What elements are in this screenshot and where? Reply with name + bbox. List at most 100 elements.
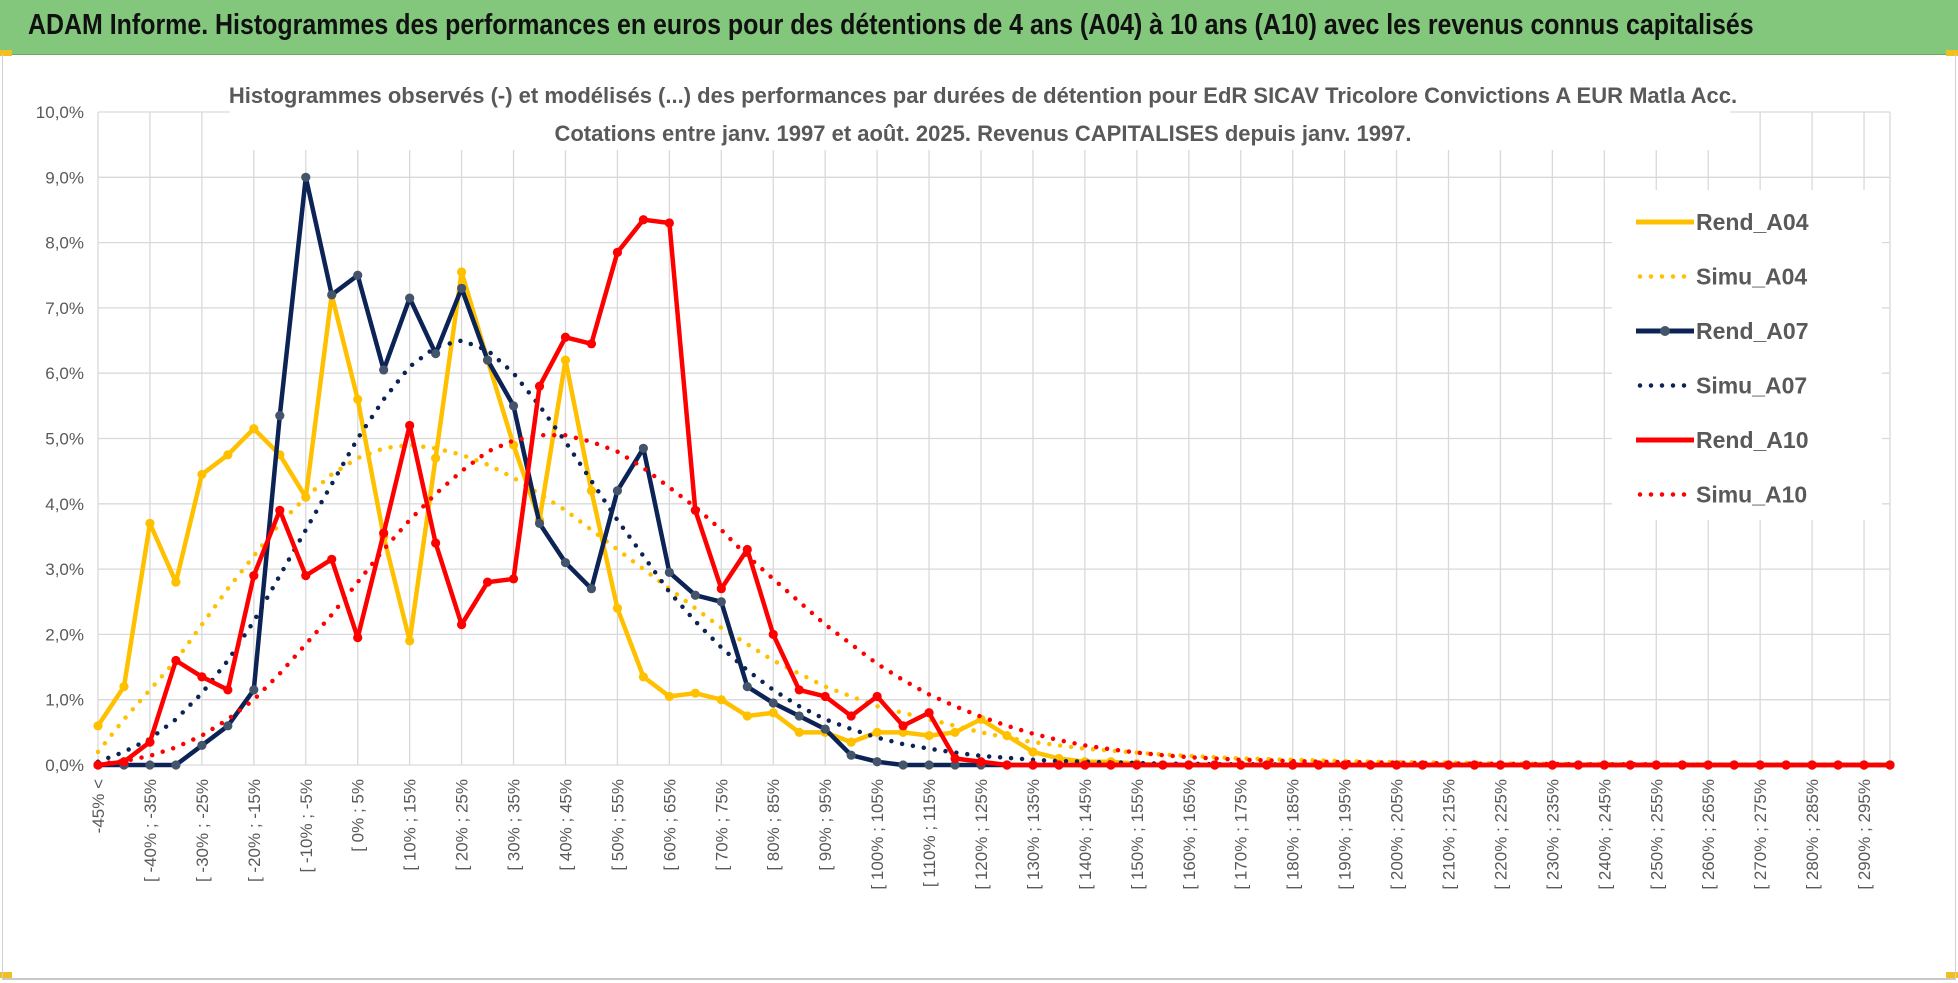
y-tick-label: 8,0%	[45, 234, 84, 253]
data-point	[119, 757, 129, 767]
x-tick-label: [ 130% ; 135%	[1024, 779, 1043, 890]
data-point	[950, 753, 960, 764]
data-point	[145, 518, 155, 528]
data-point	[353, 270, 363, 280]
legend-label-simu-a10: Simu_A10	[1696, 482, 1807, 508]
data-point	[924, 731, 934, 741]
legend-label-rend-a04: Rend_A04	[1696, 209, 1809, 235]
x-tick-label: [ 10% ; 15%	[401, 779, 420, 871]
data-point	[898, 727, 908, 737]
data-point	[508, 574, 519, 584]
data-point	[846, 711, 856, 721]
data-point	[638, 443, 648, 453]
y-tick-label: 5,0%	[45, 430, 84, 449]
data-point	[145, 760, 155, 770]
data-point	[768, 629, 778, 640]
data-point	[716, 695, 726, 705]
grid	[97, 111, 1891, 766]
data-point	[690, 590, 700, 600]
data-point	[534, 381, 545, 391]
data-point	[1158, 760, 1168, 770]
x-tick-label: [ -10% ; -5%	[297, 779, 316, 873]
x-tick-label: [ 270% ; 275%	[1751, 779, 1770, 890]
chart-subtitle: Cotations entre janv. 1997 et août. 2025…	[554, 121, 1411, 146]
x-tick-label: [ 260% ; 265%	[1699, 779, 1718, 890]
data-point	[586, 584, 597, 594]
x-tick-label: [ 230% ; 235%	[1543, 779, 1562, 890]
y-tick-label: 4,0%	[45, 495, 84, 514]
page-title: ADAM Informe. Histogrammes des performan…	[28, 9, 1754, 41]
data-point	[612, 603, 623, 613]
data-point	[1132, 760, 1142, 770]
plot-area	[93, 172, 1895, 770]
data-point	[1469, 760, 1480, 770]
x-tick-label: [ 180% ; 185%	[1284, 779, 1303, 890]
y-tick-label: 6,0%	[45, 364, 84, 383]
x-tick-label: [ 40% ; 45%	[556, 779, 575, 871]
data-point	[586, 339, 597, 349]
legend-label-simu-a04: Simu_A04	[1696, 264, 1807, 290]
data-point	[820, 724, 830, 734]
x-tick-label: [ 30% ; 35%	[505, 779, 524, 871]
data-point	[1210, 760, 1220, 770]
chart-title: Histogrammes observés (-) et modélisés (…	[229, 83, 1737, 108]
series-line-simu-a04	[95, 442, 1893, 767]
data-point	[223, 450, 233, 460]
data-point	[327, 290, 337, 300]
data-point	[950, 760, 960, 770]
data-point	[560, 332, 571, 342]
data-point	[1625, 760, 1635, 770]
data-point	[1833, 760, 1843, 770]
x-tick-label: [ 210% ; 215%	[1439, 779, 1458, 890]
data-point	[742, 711, 752, 721]
title-background	[230, 80, 1730, 150]
data-point	[1184, 760, 1194, 770]
data-point	[1106, 760, 1116, 770]
data-point	[820, 691, 830, 702]
x-tick-label: [ 70% ; 75%	[712, 779, 731, 871]
data-point	[1755, 760, 1765, 770]
data-point	[638, 215, 648, 225]
data-point	[171, 655, 181, 666]
y-tick-label: 10,0%	[36, 103, 84, 122]
data-point	[379, 528, 389, 538]
header-banner: ADAM Informe. Histogrammes des performan…	[0, 0, 1958, 55]
x-tick-label: [ 150% ; 155%	[1128, 779, 1147, 890]
data-point	[924, 708, 934, 718]
data-point	[249, 571, 259, 581]
data-point	[872, 691, 882, 702]
data-point	[197, 672, 207, 682]
data-point	[560, 355, 571, 365]
y-tick-label: 2,0%	[45, 625, 84, 644]
x-tick-label: [ 0% ; 5%	[349, 779, 368, 852]
data-point	[768, 698, 778, 708]
corner-mark	[1946, 50, 1958, 56]
data-point	[924, 760, 934, 770]
series-line-simu-a07	[95, 338, 1893, 768]
data-point	[301, 172, 311, 182]
data-point	[612, 486, 623, 496]
data-point	[353, 633, 363, 643]
data-point	[560, 557, 571, 568]
data-point	[1054, 760, 1064, 770]
data-point	[431, 538, 441, 548]
data-point	[482, 577, 493, 587]
x-tick-label: [ 190% ; 195%	[1336, 779, 1355, 890]
data-point	[223, 721, 233, 731]
x-tick-label: [ 200% ; 205%	[1388, 779, 1407, 890]
data-point	[950, 727, 960, 737]
data-point	[690, 688, 700, 698]
data-point	[1262, 760, 1272, 770]
data-point	[197, 469, 207, 480]
data-point	[1236, 760, 1246, 770]
y-tick-label: 1,0%	[45, 691, 84, 710]
data-point	[327, 554, 337, 564]
corner-mark	[0, 972, 12, 978]
data-point	[1028, 760, 1038, 770]
data-point	[1547, 760, 1557, 770]
data-point	[846, 750, 856, 760]
data-point	[405, 420, 415, 431]
x-tick-label: [ 60% ; 65%	[660, 779, 679, 871]
x-tick-label: [ 110% ; 115%	[920, 779, 939, 887]
